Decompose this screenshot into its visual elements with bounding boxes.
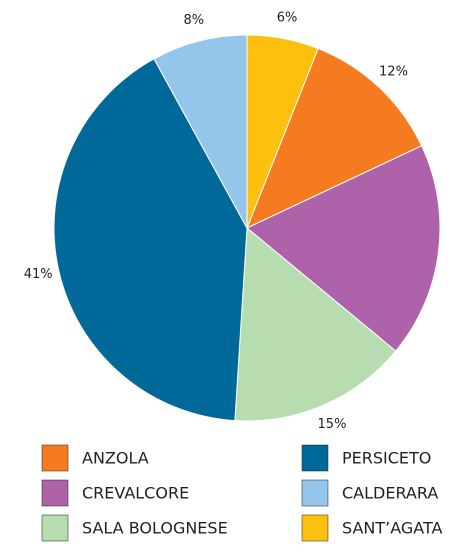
legend-label: SANT’AGATA	[342, 519, 443, 538]
slice-label: 8%	[183, 13, 204, 28]
legend-swatch	[41, 479, 69, 507]
pie-slice	[246, 145, 441, 352]
pie-slice	[246, 34, 319, 229]
slice-label: 41%	[24, 267, 53, 282]
pie-slice	[153, 34, 248, 229]
legend-label: PERSICETO	[342, 449, 431, 468]
slice-label: 6%	[277, 10, 298, 25]
pie-slice	[246, 47, 423, 229]
pie-slice	[53, 58, 248, 422]
legend-swatch	[301, 479, 329, 507]
legend-swatch	[301, 514, 329, 542]
legend-label: ANZOLA	[82, 449, 149, 468]
slice-label: 15%	[318, 417, 347, 432]
legend-swatch	[301, 444, 329, 472]
legend-label: CREVALCORE	[82, 484, 189, 503]
legend-label: CALDERARA	[342, 484, 438, 503]
legend-label: SALA BOLOGNESE	[82, 519, 228, 538]
pie-slice	[234, 226, 397, 422]
legend-swatch	[41, 514, 69, 542]
legend-swatch	[41, 444, 69, 472]
slice-label: 12%	[379, 65, 408, 80]
